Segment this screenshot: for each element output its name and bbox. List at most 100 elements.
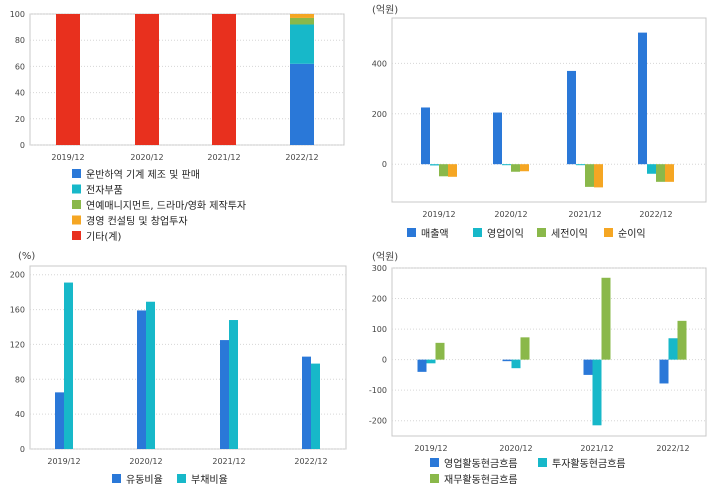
ratios-x-tick-label: 2022/12 bbox=[294, 457, 327, 466]
cashflow-y-tick-label: -100 bbox=[369, 386, 387, 395]
composition-x-tick-label: 2020/12 bbox=[130, 153, 163, 162]
ratios-y-tick-label: 80 bbox=[15, 375, 25, 384]
ratios-chart: 0 40 80 120 160 200 (%) 2019/12 2020/12 2021/12 20… bbox=[10, 251, 347, 486]
composition-legend-label: 경영 컨설팅 및 창업투자 bbox=[86, 215, 188, 228]
ratios-unit-label: (%) bbox=[18, 251, 35, 262]
cashflow-bar bbox=[511, 359, 521, 369]
income-bar bbox=[647, 164, 656, 174]
cashflow-bar bbox=[426, 359, 436, 364]
ratios-y-tick-label: 40 bbox=[15, 410, 25, 419]
composition-legend-swatch bbox=[72, 169, 81, 178]
income-unit-label: (억원) bbox=[372, 4, 398, 16]
composition-legend-swatch bbox=[72, 200, 81, 209]
income-bar bbox=[638, 32, 647, 165]
ratios-plot-area bbox=[29, 265, 347, 450]
cashflow-y-tick-label: 300 bbox=[372, 264, 387, 273]
cashflow-legend-label: 영업활동현금흐름 bbox=[444, 457, 518, 470]
ratios-bar bbox=[146, 301, 155, 449]
composition-bar bbox=[290, 24, 314, 64]
composition-bar bbox=[212, 14, 236, 145]
cashflow-unit-label: (억원) bbox=[372, 251, 398, 263]
income-bar bbox=[567, 70, 576, 165]
cashflow-legend-swatch bbox=[430, 474, 439, 483]
cashflow-legend-label: 투자활동현금흐름 bbox=[552, 457, 626, 470]
ratios-legend-label: 유동비율 bbox=[126, 474, 163, 486]
income-bar bbox=[656, 164, 665, 182]
ratios-bar bbox=[302, 356, 311, 449]
composition-legend-label: 기타(계) bbox=[86, 231, 122, 243]
cashflow-x-tick-label: 2022/12 bbox=[656, 444, 689, 453]
ratios-bar bbox=[137, 310, 146, 449]
cashflow-bar bbox=[659, 359, 669, 384]
ratios-y-tick-label: 0 bbox=[20, 445, 25, 454]
composition-bar bbox=[290, 17, 314, 25]
income-legend-label: 순이익 bbox=[618, 228, 646, 240]
income-y-tick-label: 400 bbox=[372, 59, 387, 68]
income-x-tick-label: 2021/12 bbox=[568, 210, 601, 219]
ratios-bar bbox=[311, 363, 320, 449]
composition-y-tick-label: 100 bbox=[10, 10, 25, 19]
composition-y-tick-label: 40 bbox=[15, 89, 25, 98]
income-bar bbox=[665, 164, 674, 182]
composition-chart: 0 20 40 60 80 100 2019/12 2020/12 2021/12 2022/12… bbox=[10, 10, 345, 243]
income-bar bbox=[520, 164, 529, 172]
income-bar bbox=[439, 164, 448, 177]
cashflow-bar bbox=[435, 342, 445, 360]
income-bar bbox=[585, 164, 594, 187]
cashflow-legend-label: 재무활동현금흐름 bbox=[444, 473, 518, 486]
cashflow-x-tick-label: 2019/12 bbox=[414, 444, 447, 453]
income-bar bbox=[448, 164, 457, 177]
income-legend-label: 영업이익 bbox=[487, 227, 524, 240]
composition-x-tick-label: 2021/12 bbox=[207, 153, 240, 162]
cashflow-bar bbox=[520, 337, 530, 360]
composition-legend-label: 연예매니지먼트, 드라마/영화 제작투자 bbox=[86, 200, 246, 212]
cashflow-bar bbox=[417, 359, 427, 372]
income-y-tick-label: 200 bbox=[372, 110, 387, 119]
cashflow-y-tick-label: -200 bbox=[369, 417, 387, 426]
cashflow-bar bbox=[502, 359, 512, 362]
ratios-legend-swatch bbox=[177, 474, 186, 483]
ratios-y-tick-label: 120 bbox=[10, 340, 25, 349]
composition-legend-label: 전자부품 bbox=[86, 185, 123, 197]
composition-y-tick-label: 60 bbox=[15, 62, 25, 71]
income-legend-label: 매출액 bbox=[421, 228, 449, 240]
income-bar bbox=[493, 112, 502, 165]
income-bar bbox=[576, 164, 585, 166]
income-x-tick-label: 2020/12 bbox=[494, 210, 527, 219]
cashflow-chart: -200 -100 0 100 200 300(억원) 2019/12 2020/12 2021… bbox=[369, 251, 707, 486]
income-legend-swatch bbox=[604, 228, 613, 237]
cashflow-bar bbox=[583, 359, 593, 375]
composition-bar bbox=[56, 14, 80, 145]
cashflow-bar bbox=[601, 277, 611, 360]
ratios-legend-swatch bbox=[112, 474, 121, 483]
income-legend-label: 세전이익 bbox=[551, 228, 588, 240]
cashflow-bar bbox=[677, 320, 687, 360]
ratios-bar bbox=[55, 392, 64, 449]
ratios-y-tick-label: 200 bbox=[10, 271, 25, 280]
income-y-tick-label: 0 bbox=[382, 160, 387, 169]
composition-legend-label: 운반하역 기계 제조 및 판매 bbox=[86, 168, 200, 181]
income-legend-swatch bbox=[537, 228, 546, 237]
ratios-x-tick-label: 2020/12 bbox=[129, 457, 162, 466]
cashflow-y-tick-label: 0 bbox=[382, 356, 387, 365]
composition-x-tick-label: 2022/12 bbox=[285, 153, 318, 162]
cashflow-legend-swatch bbox=[430, 458, 439, 467]
income-bar bbox=[511, 164, 520, 172]
composition-x-tick-label: 2019/12 bbox=[51, 153, 84, 162]
ratios-x-tick-label: 2019/12 bbox=[47, 457, 80, 466]
ratios-y-tick-label: 160 bbox=[10, 306, 25, 315]
income-legend: 매출액 영업이익 세전이익 순이익 bbox=[407, 227, 646, 240]
composition-legend-swatch bbox=[72, 184, 81, 194]
cashflow-x-tick-label: 2020/12 bbox=[499, 444, 532, 453]
ratios-bar bbox=[64, 282, 73, 449]
cashflow-y-tick-label: 100 bbox=[372, 325, 387, 334]
income-bar bbox=[430, 164, 439, 166]
composition-bar bbox=[290, 14, 314, 18]
cashflow-y-tick-label: 200 bbox=[372, 295, 387, 304]
income-bar bbox=[502, 164, 511, 166]
ratios-legend: 유동비율 부채비율 bbox=[112, 474, 228, 486]
composition-bar bbox=[290, 63, 314, 145]
